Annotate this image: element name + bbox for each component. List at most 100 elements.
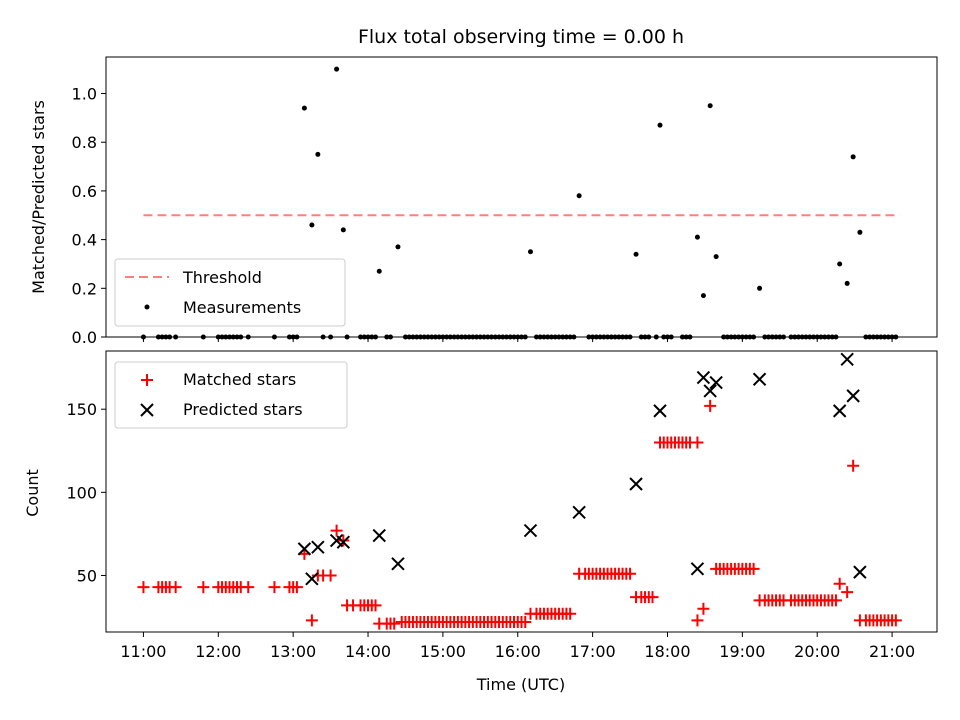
bottom-marks bbox=[137, 352, 902, 630]
predicted-star-point bbox=[703, 384, 717, 398]
bottom-axes-frame bbox=[105, 350, 938, 633]
predicted-star-point bbox=[305, 572, 319, 586]
bottom-x-tick-label: 19:00 bbox=[719, 642, 765, 661]
legend-predicted-label: Predicted stars bbox=[183, 400, 303, 419]
measurement-point bbox=[334, 66, 340, 72]
measurement-point bbox=[713, 254, 719, 260]
legend-matched-label: Matched stars bbox=[183, 370, 296, 389]
predicted-star-point bbox=[311, 540, 325, 554]
predicted-star-point bbox=[709, 375, 723, 390]
measurement-point bbox=[315, 151, 321, 157]
measurement-point bbox=[857, 229, 863, 235]
top-y-tick-label: 0.4 bbox=[72, 231, 97, 250]
measurement-point bbox=[340, 227, 346, 233]
top-y-tick-label: 1.0 bbox=[72, 85, 97, 104]
measurement-point bbox=[700, 293, 706, 299]
predicted-star-point bbox=[696, 370, 711, 385]
bottom-x-tick-label: 21:00 bbox=[869, 642, 915, 661]
measurement-point bbox=[395, 244, 401, 250]
matched-star-point bbox=[704, 399, 717, 412]
matched-star-point bbox=[691, 436, 704, 449]
top-panel: 0.0 0.2 0.4 0.6 0.8 1.0 Matched/Predicted sta… bbox=[29, 56, 938, 347]
top-y-ticks: 0.0 0.2 0.4 0.6 0.8 1.0 bbox=[72, 85, 106, 347]
predicted-star-point bbox=[752, 372, 767, 386]
measurement-point bbox=[694, 234, 700, 240]
matched-star-point bbox=[330, 524, 343, 537]
matched-star-point bbox=[833, 577, 846, 590]
matched-star-point bbox=[841, 586, 854, 599]
matched-star-point bbox=[691, 614, 704, 627]
matched-star-point bbox=[847, 459, 860, 472]
measurement-point bbox=[301, 105, 307, 111]
chart-title: Flux total observing time = 0.00 h bbox=[358, 26, 684, 48]
measurement-point bbox=[527, 249, 533, 255]
predicted-star-point bbox=[832, 404, 847, 418]
matched-star-point bbox=[369, 599, 382, 612]
top-y-tick-label: 0.6 bbox=[72, 182, 97, 201]
matched-star-point bbox=[564, 607, 577, 620]
bottom-x-tick-label: 12:00 bbox=[195, 642, 241, 661]
top-y-tick-label: 0.2 bbox=[72, 279, 97, 298]
measurement-point bbox=[657, 122, 663, 128]
bottom-x-tick-label: 13:00 bbox=[270, 642, 316, 661]
measurement-point bbox=[707, 103, 713, 109]
legend-threshold-label: Threshold bbox=[182, 268, 262, 287]
matched-star-point bbox=[697, 602, 710, 615]
matched-star-point bbox=[829, 594, 842, 607]
legend-measurements-label: Measurements bbox=[183, 298, 301, 317]
predicted-star-point bbox=[523, 523, 538, 538]
measurement-point bbox=[844, 280, 850, 286]
matched-star-point bbox=[137, 581, 150, 594]
top-y-tick-label: 0.0 bbox=[72, 328, 97, 347]
bottom-legend: Matched stars Predicted stars bbox=[114, 361, 348, 429]
measurement-point bbox=[757, 285, 763, 291]
bottom-x-tick-label: 16:00 bbox=[495, 642, 541, 661]
measurement-point bbox=[850, 154, 856, 160]
matched-star-point bbox=[290, 581, 303, 594]
predicted-star-point bbox=[297, 542, 312, 556]
bottom-x-tick-label: 14:00 bbox=[345, 642, 391, 661]
bottom-y-tick-label: 50 bbox=[77, 566, 97, 585]
bottom-x-tick-label: 17:00 bbox=[570, 642, 616, 661]
matched-star-point bbox=[519, 616, 532, 629]
bottom-y-tick-label: 150 bbox=[66, 400, 97, 419]
bottom-legend-box bbox=[114, 361, 348, 429]
measurement-point bbox=[837, 261, 843, 267]
bottom-x-ticks: 11:00 12:00 13:00 14:00 15:00 16:00 17:00 18:00… bbox=[120, 632, 915, 661]
predicted-star-point bbox=[846, 389, 860, 403]
bottom-y-ticks: 50 100 150 bbox=[66, 400, 106, 585]
matched-star-point bbox=[388, 617, 401, 630]
predicted-star-point bbox=[629, 477, 643, 491]
predicted-star-point bbox=[690, 562, 705, 576]
top-axes-frame bbox=[105, 56, 938, 338]
matched-star-point bbox=[169, 581, 182, 594]
matched-star-point bbox=[305, 614, 318, 627]
predicted-star-point bbox=[840, 352, 854, 367]
predicted-star-point bbox=[372, 528, 386, 543]
matched-star-point bbox=[624, 567, 637, 580]
matched-star-point bbox=[889, 614, 902, 627]
predicted-star-point bbox=[853, 565, 867, 579]
bottom-x-tick-label: 20:00 bbox=[794, 642, 840, 661]
matched-star-point bbox=[747, 562, 760, 575]
measurement-point bbox=[576, 193, 582, 199]
bottom-x-tick-label: 11:00 bbox=[120, 642, 166, 661]
bottom-y-axis-label: Count bbox=[23, 469, 42, 517]
legend-measurements-marker bbox=[144, 304, 150, 310]
top-legend-box bbox=[114, 258, 346, 327]
bottom-y-tick-label: 100 bbox=[66, 483, 97, 502]
matched-star-point bbox=[646, 591, 659, 604]
top-y-axis-label: Matched/Predicted stars bbox=[29, 100, 48, 294]
bottom-x-tick-label: 18:00 bbox=[644, 642, 690, 661]
matched-star-point bbox=[268, 581, 281, 594]
matched-star-point bbox=[337, 534, 350, 547]
top-legend: Threshold Measurements bbox=[114, 258, 346, 327]
matched-star-point bbox=[197, 581, 210, 594]
matched-star-point bbox=[324, 569, 337, 582]
predicted-star-point bbox=[572, 505, 586, 519]
bottom-x-axis-label: Time (UTC) bbox=[476, 675, 565, 694]
legend-predicted-marker bbox=[140, 403, 154, 417]
